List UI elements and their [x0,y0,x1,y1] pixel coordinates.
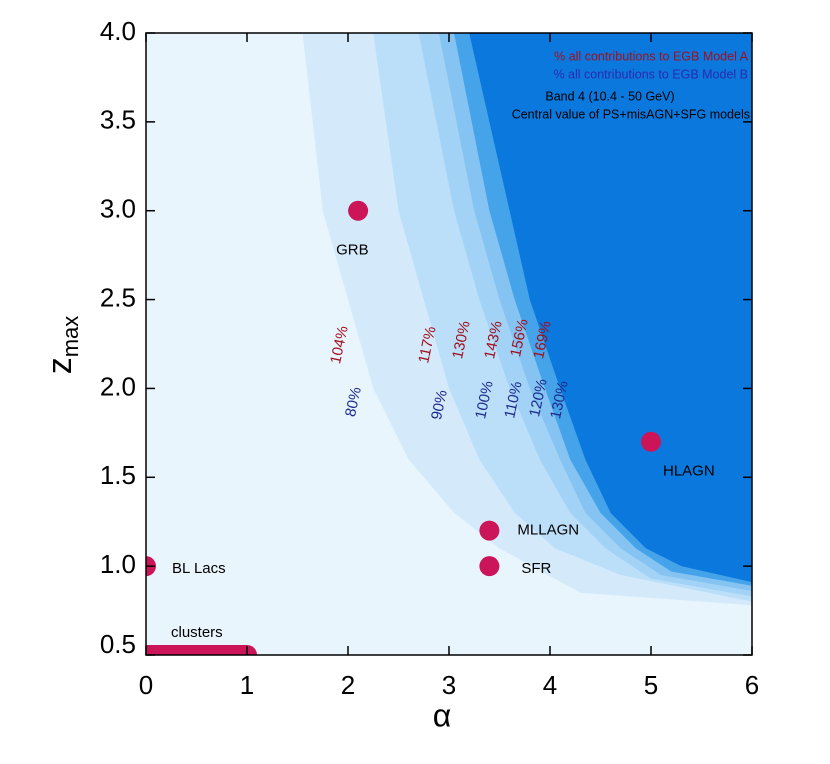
point [641,431,661,452]
x-tick-label: 4 [543,670,557,700]
point-label: MLLAGN [517,522,579,539]
y-tick-label: 3.5 [100,105,136,135]
y-axis-label-sub: max [58,316,83,358]
contour-label-b: 90% [428,388,451,421]
point-label: HLAGN [663,463,715,480]
x-tick-label: 6 [745,670,759,700]
x-tick-label: 3 [442,670,456,700]
overlay: 104%80%117%90%130%100%143%110%156%120%16… [100,16,759,700]
contour-label-b: 80% [342,385,365,418]
segment-label: clusters [171,624,223,641]
plot-area [146,33,752,655]
legend-entry: % all contributions to EGB Model B [553,67,748,81]
x-tick-label: 2 [341,670,355,700]
y-tick-label: 3.0 [100,194,136,224]
y-tick-label: 1.5 [100,460,136,490]
y-tick-label: 2.5 [100,282,136,312]
x-tick-label: 1 [240,670,254,700]
y-tick-label: 4.0 [100,16,136,46]
legend-entry: % all contributions to EGB Model A [554,49,749,63]
y-tick-label: 0.5 [100,629,136,659]
legend-entry: Band 4 (10.4 - 50 GeV) [545,89,674,103]
contour-band [469,33,752,583]
point [479,556,500,577]
x-axis-label: α [433,697,452,733]
point-label: SFR [521,560,551,577]
y-axis-label: zmax [41,316,83,375]
y-tick-label: 2.0 [100,371,136,401]
y-tick-label: 1.0 [100,549,136,579]
x-tick-label: 5 [644,670,658,700]
y-axis-label-main: z [41,357,79,374]
x-tick-label: 0 [139,670,153,700]
legend-entry: Central value of PS+misAGN+SFG models [512,107,750,121]
point [348,200,369,221]
point-label: GRB [336,242,369,259]
point-label: BL Lacs [172,560,226,577]
point [479,520,500,541]
